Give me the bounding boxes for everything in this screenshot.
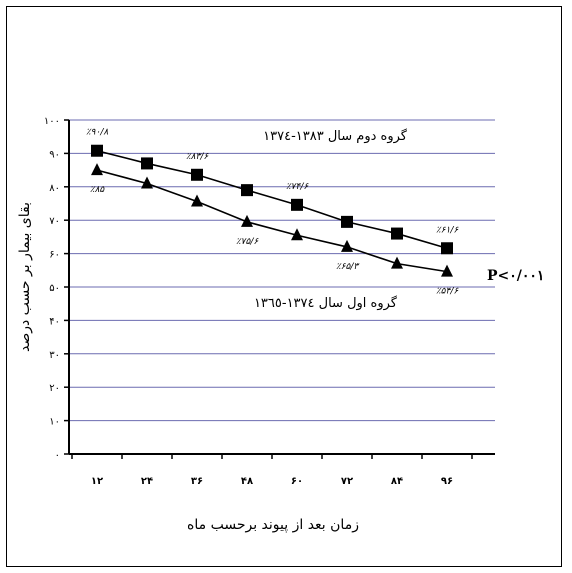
series-markers — [91, 144, 453, 277]
square-marker — [291, 198, 303, 211]
series-line-1 — [96, 149, 448, 250]
series-lines — [96, 149, 448, 273]
square-marker — [391, 227, 403, 240]
y-tick-label: ۹۰ — [49, 149, 60, 160]
x-tick-label: ۳۶ — [191, 476, 203, 487]
triangle-marker — [241, 214, 253, 227]
y-tick-label: ۶۰ — [49, 250, 60, 261]
data-label: ٪۸۳/۶ — [186, 152, 210, 162]
triangle-marker — [141, 176, 153, 189]
triangle-marker — [341, 239, 353, 252]
y-tick-label: ۰ — [55, 450, 60, 461]
square-marker — [241, 184, 253, 197]
y-tick-labels: ۰ ۱۰ ۲۰ ۳۰ ۴۰ ۵۰ ۶۰ ۷۰ ۸۰ ۹۰ ۱۰۰ — [44, 116, 60, 461]
p-value-label: P<۰/۰۰۱ — [487, 268, 544, 284]
y-tick-label: ۳۰ — [49, 350, 60, 361]
x-tick-label: ۶۰ — [291, 476, 303, 487]
data-label: ٪۹۰/۸ — [86, 128, 109, 138]
y-tick-label: ۷۰ — [49, 216, 60, 227]
x-tick-label: ۲۴ — [141, 476, 153, 487]
triangle-marker — [441, 264, 453, 277]
x-tick-label: ۱۲ — [91, 476, 103, 487]
triangle-marker — [191, 194, 203, 207]
y-tick-label: ۱۰۰ — [44, 116, 60, 127]
data-label: ٪۶۱/۶ — [436, 225, 460, 235]
triangle-marker — [91, 163, 103, 176]
x-tick-label: ۹۶ — [441, 476, 453, 487]
y-tick-label: ۲۰ — [49, 383, 60, 394]
x-tick-label: ۷۲ — [341, 476, 353, 487]
square-marker — [191, 168, 203, 181]
y-tick-label: ۱۰ — [49, 417, 60, 428]
data-label: ٪۶۵/۳ — [336, 262, 361, 272]
x-tick-label: ۴۸ — [241, 476, 253, 487]
data-label: ٪۷۴/۶ — [286, 182, 310, 192]
x-tick-labels: ۱۲ ۲۴ ۳۶ ۴۸ ۶۰ ۷۲ ۸۴ ۹۶ — [91, 476, 453, 487]
gridlines — [69, 119, 495, 422]
x-tick-label: ۸۴ — [391, 476, 403, 487]
data-label: ٪۵۴/۶ — [436, 287, 460, 297]
square-marker — [141, 157, 153, 170]
data-label: ٪۸۵ — [90, 185, 106, 195]
y-axis-title: بقای بیمار بر حسب درصد — [17, 202, 33, 352]
chart-frame: ۰ ۱۰ ۲۰ ۳۰ ۴۰ ۵۰ ۶۰ ۷۰ ۸۰ ۹۰ ۱۰۰ ۱۲ ۲۴ ۳۶ ۴۸ ۶۰ ۷۲ ۸۴ ۹۶ … — [6, 6, 562, 567]
square-marker — [441, 242, 453, 255]
data-annotations: ٪۹۰/۸ ٪۸۳/۶ ٪۷۴/۶ ٪۶۱/۶ ٪۸۵ ٪۷۵/۶ ٪۶۵/۳ ٪۵۴/۶ — [86, 128, 460, 297]
y-tick-label: ۵۰ — [49, 283, 60, 294]
square-marker — [341, 215, 353, 228]
triangle-marker — [391, 256, 403, 269]
x-axis-title: زمان بعد از پیوند برحسب ماه — [187, 517, 359, 533]
series-line-2 — [96, 169, 448, 273]
y-tick-label: ۸۰ — [49, 183, 60, 194]
axes — [64, 119, 495, 459]
data-label: ٪۷۵/۶ — [236, 237, 260, 247]
y-tick-label: ۴۰ — [49, 316, 60, 327]
square-marker — [91, 144, 103, 157]
triangle-marker — [291, 228, 303, 241]
series-2-label: گروه دوم سال ۱۳۸۳-۱۳۷٤ — [263, 128, 408, 144]
series-1-label: گروه اول سال ۱۳۷٤-۱۳٦٥ — [254, 295, 398, 311]
